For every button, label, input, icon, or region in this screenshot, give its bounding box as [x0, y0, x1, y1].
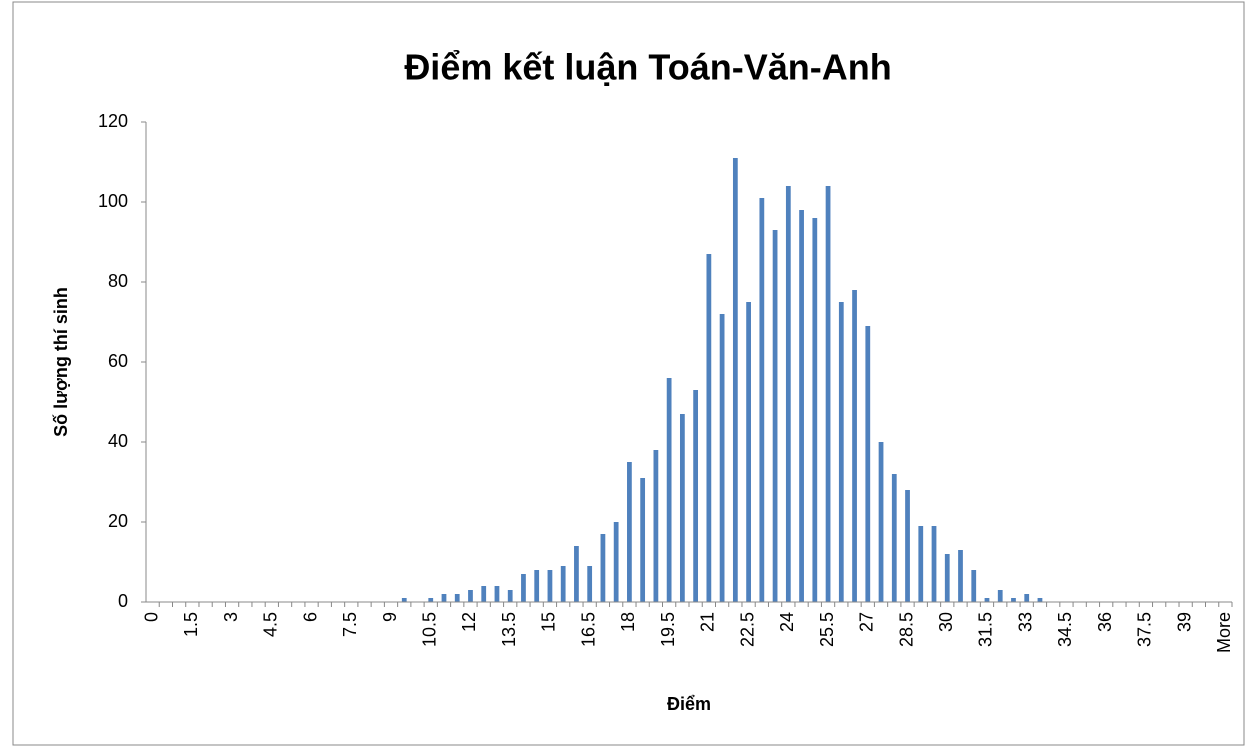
x-tick-label: 0: [141, 612, 161, 622]
bar: [640, 478, 646, 602]
x-tick-label: 24: [777, 612, 797, 632]
bar: [653, 450, 659, 602]
y-tick-label: 40: [108, 431, 128, 451]
bar: [560, 566, 566, 602]
bar: [401, 598, 407, 602]
x-tick-label: 9: [380, 612, 400, 622]
bar: [547, 570, 553, 602]
x-tick-label: 4.5: [261, 612, 281, 637]
x-tick-label: 39: [1174, 612, 1194, 632]
bar: [958, 550, 963, 602]
x-tick-label: 12: [459, 612, 479, 632]
bar: [852, 290, 857, 602]
bar: [1011, 598, 1016, 602]
bar: [574, 546, 579, 602]
bar: [613, 522, 619, 602]
x-tick-label: 3: [221, 612, 241, 622]
bar: [454, 594, 460, 602]
bar: [706, 254, 712, 602]
x-tick-label: 1.5: [181, 612, 201, 637]
y-axis-title: Số lượng thí sinh: [51, 287, 71, 437]
x-tick-label: 18: [618, 612, 638, 632]
x-tick-label: 34.5: [1055, 612, 1075, 647]
bar: [865, 326, 871, 602]
bar: [918, 526, 924, 602]
bar: [481, 586, 487, 602]
y-tick-label: 60: [108, 351, 128, 371]
bar: [997, 590, 1003, 602]
x-tick-label: 31.5: [976, 612, 996, 647]
bar: [627, 462, 632, 602]
bar: [772, 230, 778, 602]
x-tick-label: 13.5: [499, 612, 519, 647]
bar: [759, 198, 765, 602]
x-tick-label: 33: [1015, 612, 1035, 632]
x-tick-label: 30: [936, 612, 956, 632]
bar: [719, 314, 725, 602]
x-axis-title: Điểm: [667, 694, 711, 714]
bar: [507, 590, 513, 602]
bar: [878, 442, 884, 602]
x-tick-label: 10.5: [419, 612, 439, 647]
bar: [905, 490, 910, 602]
bar: [441, 594, 447, 602]
x-tick-label: 7.5: [340, 612, 360, 637]
x-tick-label: 25.5: [817, 612, 837, 647]
bar: [812, 218, 818, 602]
chart-border: [12, 1, 1245, 746]
x-tick-label: 19.5: [658, 612, 678, 647]
bar: [825, 186, 831, 602]
x-tick-label: 21: [698, 612, 718, 632]
bar: [746, 302, 751, 602]
chart-title: Điểm kết luận Toán-Văn-Anh: [404, 47, 891, 88]
bar: [666, 378, 672, 602]
bar: [679, 414, 685, 602]
bar: [944, 554, 950, 602]
bar: [984, 598, 990, 602]
x-tick-label: 22.5: [737, 612, 757, 647]
bar: [693, 390, 699, 602]
y-tick-label: 100: [98, 191, 128, 211]
x-tick-label: 28.5: [896, 612, 916, 647]
bar: [838, 302, 844, 602]
bar: [971, 570, 977, 602]
bar: [785, 186, 791, 602]
bar: [732, 158, 738, 602]
bar: [534, 570, 540, 602]
bar: [1024, 594, 1030, 602]
x-tick-label: 6: [300, 612, 320, 622]
x-tick-label: 36: [1095, 612, 1115, 632]
y-tick-label: 0: [118, 591, 128, 611]
bar: [799, 210, 804, 602]
x-tick-label: More: [1214, 612, 1234, 653]
x-tick-label: 37.5: [1135, 612, 1155, 647]
y-tick-label: 20: [108, 511, 128, 531]
bar: [468, 590, 473, 602]
bar: [600, 534, 606, 602]
x-tick-label: 15: [539, 612, 559, 632]
bar: [428, 598, 434, 602]
bar: [494, 586, 500, 602]
y-tick-label: 120: [98, 111, 128, 131]
x-tick-label: 16.5: [578, 612, 598, 647]
bar: [521, 574, 526, 602]
bar: [587, 566, 593, 602]
y-tick-label: 80: [108, 271, 128, 291]
x-tick-label: 27: [857, 612, 877, 632]
bar: [931, 526, 937, 602]
bar: [1037, 598, 1043, 602]
bar: [891, 474, 897, 602]
